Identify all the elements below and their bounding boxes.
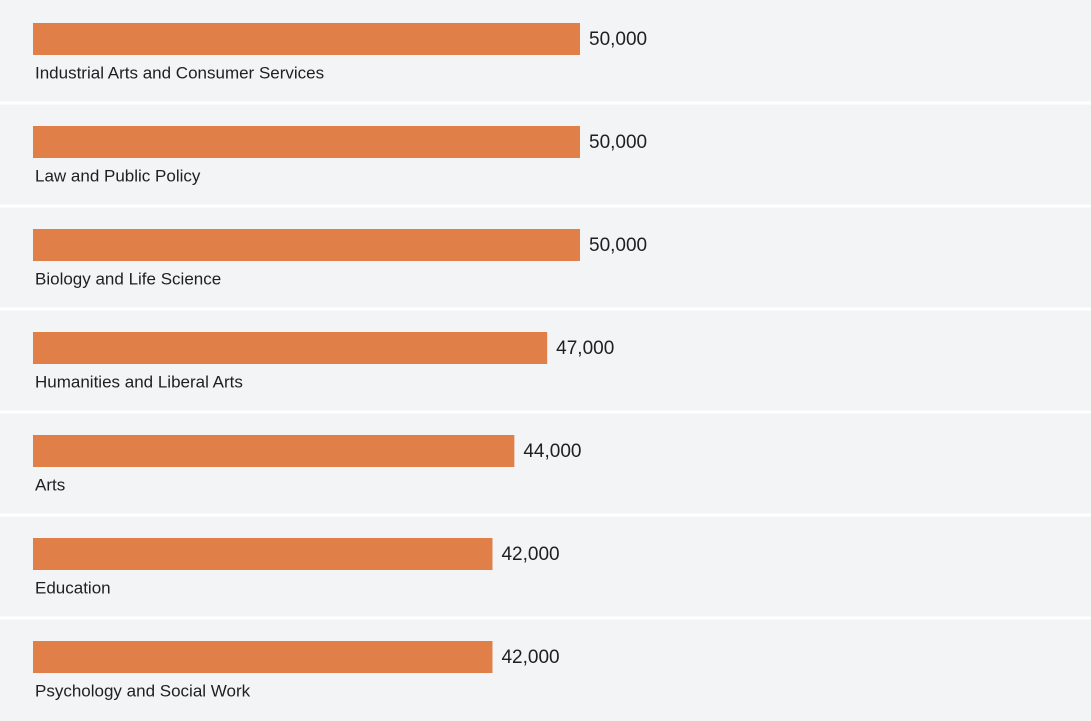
category-label: Psychology and Social Work: [35, 681, 251, 700]
bar: [33, 332, 548, 364]
bar: [33, 641, 493, 673]
bar: [33, 538, 493, 570]
value-label: 42,000: [501, 647, 559, 668]
category-label: Biology and Life Science: [35, 269, 221, 288]
value-label: 44,000: [523, 441, 581, 462]
category-label: Education: [35, 578, 111, 597]
value-label: 47,000: [556, 338, 614, 359]
bar: [33, 435, 515, 467]
bar: [33, 23, 580, 55]
category-label: Humanities and Liberal Arts: [35, 372, 243, 391]
row-separator: [0, 204, 1091, 208]
category-label: Arts: [35, 475, 65, 494]
value-label: 50,000: [589, 235, 647, 256]
bar: [33, 126, 580, 158]
row-separator: [0, 101, 1091, 105]
value-label: 50,000: [589, 29, 647, 50]
bar: [33, 229, 580, 261]
row-separator: [0, 616, 1091, 620]
value-label: 42,000: [501, 544, 559, 565]
category-label: Industrial Arts and Consumer Services: [35, 63, 324, 82]
category-label: Law and Public Policy: [35, 166, 201, 185]
row-separator: [0, 307, 1091, 311]
row-separator: [0, 410, 1091, 414]
row-separator: [0, 513, 1091, 517]
value-label: 50,000: [589, 132, 647, 153]
